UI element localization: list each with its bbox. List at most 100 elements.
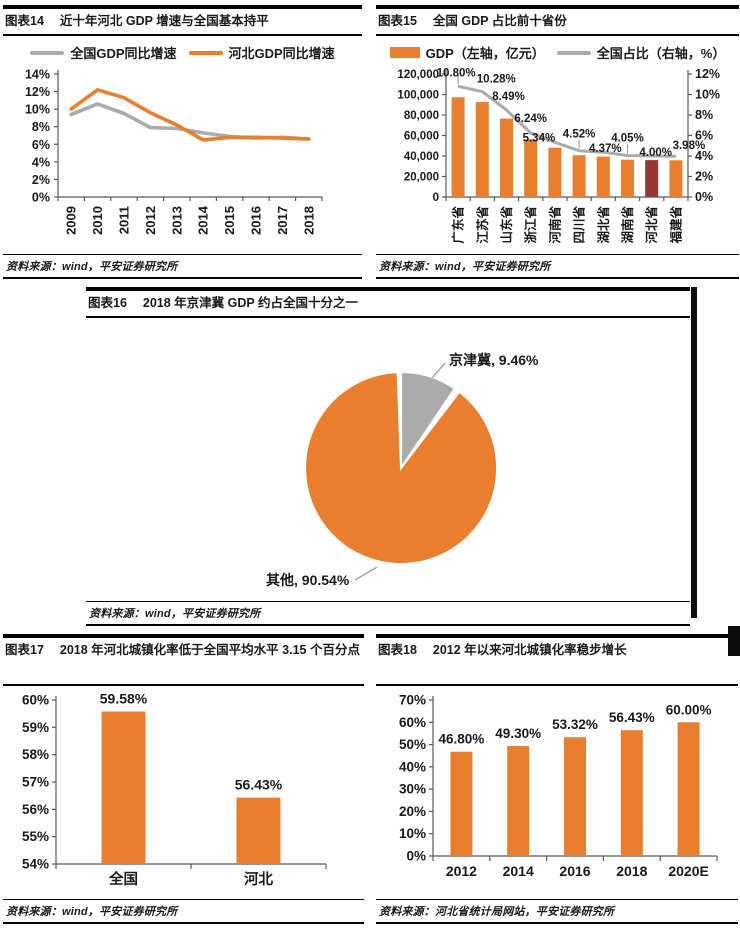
source-top-rule [376,253,739,255]
scan-artifact-bar [691,287,697,618]
y-tick-label: 20% [399,804,426,819]
figure-18-chart-area: 0% 10% 20% 30% 40% 50% 60% 70% 46.80% 2012 49.30% 2… [376,686,738,899]
figure-18-source-note: 资料来源：河北省统计局网站，平安证券研究所 [379,905,615,918]
x-tick-label: 2017 [274,206,289,235]
figure-panel-17: 图表17 2018 年河北城镇化率低于全国平均水平 3.15 个百分点 54% 5… [3,634,364,924]
share-value-label: 3.98% [672,140,705,152]
y-tick-label: 56% [21,802,48,817]
title-underline [376,33,739,36]
right-tick-label: 0% [695,190,713,204]
legend-label-national: 全国GDP同比增速 [70,46,177,62]
gdp-bar-江苏省 [475,101,489,197]
figure-14-legend: 全国GDP同比增速 河北GDP同比增速 [30,43,335,63]
title-underline [376,684,738,686]
figure-16-source-note: 资料来源：wind，平安证券研究所 [89,607,261,620]
x-tick-label: 全国 [108,870,138,888]
y-tick-label: 0% [31,190,49,204]
figure-18-number: 图表18 [378,643,417,657]
x-tick-label: 湖北省 [595,205,610,243]
title-underline [3,684,364,686]
fig16-svg: 京津冀, 9.46% 其他, 90.54% [266,352,539,588]
panel-bottom-rule [3,921,364,924]
right-tick-label: 10% [695,87,720,101]
figure-16-chart-area: 京津冀, 9.46% 其他, 90.54% [86,318,690,601]
figure-15-title-row: 图表15 全国 GDP 占比前十省份 [376,9,739,34]
share-value-label: 6.24% [514,113,547,125]
y-tick-label: 57% [21,775,48,790]
right-tick-label: 4% [695,149,713,163]
orange-line-swatch-icon [188,50,223,56]
fig17-svg: 54% 55% 56% 57% 58% 59% 60% 59.58% 全国 56.43% 河北 [21,690,327,888]
y-tick-label: 10% [24,103,49,117]
y-tick-label: 30% [399,782,426,797]
share-value-label: 4.05% [611,132,644,144]
bar-全国 [101,711,145,864]
bar-2012 [450,751,473,856]
bar-value-label: 56.43% [609,710,655,725]
x-tick-label: 2009 [63,206,78,235]
panel-top-rule [376,634,738,638]
panel-bottom-rule [376,921,738,924]
pie-slice-jingjinji [400,370,457,472]
bar-2020E [677,722,700,856]
x-tick-label: 福建省 [668,205,683,244]
panel-top-rule [3,634,364,638]
left-tick-label: 100,000 [397,89,439,101]
y-tick-label: 54% [21,857,48,872]
right-tick-label: 6% [695,128,713,142]
x-tick-label: 河北省 [644,205,659,243]
figure-17-source-note: 资料来源：wind，平安证券研究所 [6,905,178,918]
y-tick-label: 60% [399,715,426,730]
bar-2014 [507,746,530,856]
x-tick-label: 2014 [503,863,534,879]
gdp-bar-浙江省 [523,139,537,197]
legend-item-gdp: GDP（左轴，亿元） [389,43,545,62]
gdp-bar-四川省 [572,155,586,197]
bar-value-label: 56.43% [234,777,282,793]
bar-value-label: 59.58% [99,690,147,706]
panel-bottom-rule [3,276,362,279]
x-tick-label: 2015 [222,206,237,235]
left-tick-label: 20,000 [403,171,438,183]
legend-label-gdp: GDP（左轴，亿元） [425,46,545,62]
y-tick-label: 55% [21,829,48,844]
figure-14-chart-area: 全国GDP同比增速 河北GDP同比增速 0% 2% 4% 6% 8% 10% 12% 14% 2… [3,36,362,254]
title-underline [86,315,690,318]
share-value-label: 4.52% [562,129,595,141]
y-tick-label: 40% [399,759,426,774]
x-tick-label: 2013 [169,206,184,235]
legend-item-national: 全国GDP同比增速 [30,43,177,62]
bar-value-label: 49.30% [495,726,541,741]
share-value-label: 5.34% [522,132,555,144]
gdp-bar-河北省 [644,159,658,197]
gdp-bar-福建省 [668,160,682,197]
legend-item-share: 全国占比（右轴，%） [556,43,725,62]
source-top-rule [3,898,364,900]
left-tick-label: 80,000 [403,110,438,122]
x-tick-label: 2012 [142,206,157,235]
y-tick-label: 50% [399,737,426,752]
source-top-rule [3,253,362,255]
figure-18-title-row: 图表18 2012 年以来河北城镇化率稳步增长 [376,638,738,684]
y-tick-label: 14% [24,67,49,81]
legend-label-hebei: 河北GDP同比增速 [228,46,335,62]
figure-14-caption: 近十年河北 GDP 增速与全国基本持平 [59,14,269,28]
x-tick-label: 2016 [248,206,263,235]
x-tick-label: 2018 [301,206,316,235]
share-value-label: 4.37% [588,143,621,155]
gray-line-swatch-icon [30,50,65,56]
figure-15-source-note: 资料来源：wind，平安证券研究所 [379,260,551,273]
y-tick-label: 4% [31,155,49,169]
x-tick-label: 浙江省 [523,205,538,243]
bar-value-label: 53.32% [552,717,598,732]
figure-16-caption: 2018 年京津冀 GDP 约占全国十分之一 [142,296,358,310]
figure-14-plot: 0% 2% 4% 6% 8% 10% 12% 14% 2009 2010 2011 2012 2013 2… [6,64,360,254]
fig14-svg: 0% 2% 4% 6% 8% 10% 12% 14% 2009 2010 2011 2012 2013 2… [24,67,323,235]
y-tick-label: 59% [21,720,48,735]
y-tick-label: 60% [21,693,48,708]
figure-panel-16: 图表16 2018 年京津冀 GDP 约占全国十分之一 京津冀, 9.46% 其他… [86,287,690,626]
x-tick-label: 2012 [446,863,477,879]
y-tick-label: 70% [399,693,426,708]
figure-panel-18: 图表18 2012 年以来河北城镇化率稳步增长 0% 10% 20% 30% 40% 50… [376,634,738,924]
x-tick-label: 2018 [616,863,647,879]
